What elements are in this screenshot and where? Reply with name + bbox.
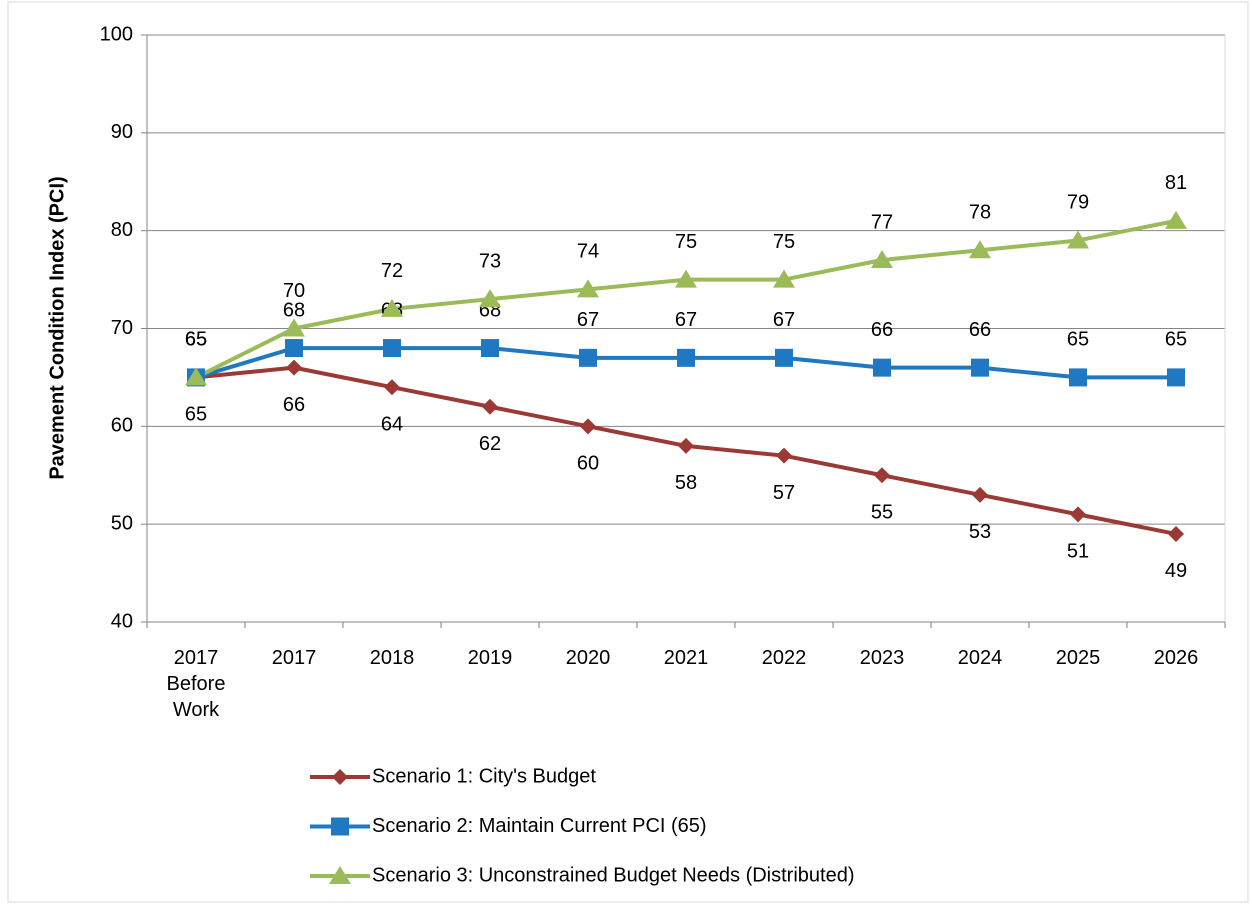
data-label: 62: [479, 433, 501, 455]
data-label: 65: [185, 404, 207, 426]
marker: [871, 250, 893, 269]
marker: [285, 339, 303, 358]
x-tick-label: 2020: [565, 647, 611, 669]
marker: [577, 279, 599, 298]
data-label: 58: [675, 472, 697, 494]
y-tick-label: 100: [100, 23, 133, 45]
x-tick-label: 2022: [761, 647, 807, 669]
marker: [776, 447, 792, 464]
data-label: 74: [577, 241, 599, 263]
marker: [185, 367, 207, 386]
data-label: 68: [283, 299, 305, 321]
y-tick-label: 50: [111, 512, 133, 534]
data-label: 67: [773, 309, 795, 331]
x-tick-label: 2023: [859, 647, 905, 669]
data-label: 66: [283, 394, 305, 416]
marker: [969, 240, 991, 259]
data-label: 65: [1165, 329, 1187, 351]
marker: [580, 418, 596, 435]
data-label: 49: [1165, 560, 1187, 582]
marker: [332, 769, 348, 785]
data-label: 67: [675, 309, 697, 331]
data-label: 66: [969, 319, 991, 341]
marker: [1070, 506, 1086, 523]
marker: [329, 866, 351, 884]
data-label: 66: [871, 319, 893, 341]
y-tick-label: 70: [111, 317, 133, 339]
marker: [479, 289, 501, 308]
marker: [381, 298, 403, 317]
y-tick-label: 40: [111, 610, 133, 632]
marker: [283, 318, 305, 337]
legend-label: Scenario 1: City's Budget: [372, 765, 596, 787]
y-tick-label: 60: [111, 415, 133, 437]
marker: [1067, 230, 1089, 249]
x-tick-label: 2021: [663, 647, 709, 669]
legend-label: Scenario 3: Unconstrained Budget Needs (…: [372, 864, 854, 886]
x-tick-label: 2024: [957, 647, 1003, 669]
marker: [972, 486, 988, 503]
marker: [773, 269, 795, 288]
data-label: 78: [969, 202, 991, 224]
x-tick-label: 2018: [369, 647, 415, 669]
data-label: 72: [381, 260, 403, 282]
data-label: 70: [283, 280, 305, 302]
data-label: 73: [479, 250, 501, 272]
chart-border: [7, 1, 1249, 903]
data-label: 65: [185, 329, 207, 351]
y-axis-label: Pavement Condition Index (PCI): [46, 176, 68, 479]
y-tick-label: 80: [111, 219, 133, 241]
marker: [1167, 368, 1185, 387]
data-label: 51: [1067, 541, 1089, 563]
marker: [481, 339, 499, 358]
data-label: 67: [577, 309, 599, 331]
legend-label: Scenario 2: Maintain Current PCI (65): [372, 815, 707, 837]
data-label: 65: [185, 329, 207, 351]
x-tick-label: 2026: [1153, 647, 1199, 669]
marker: [286, 359, 302, 376]
marker: [678, 437, 694, 454]
data-label: 75: [773, 231, 795, 253]
marker: [331, 817, 349, 836]
marker: [1165, 210, 1187, 229]
marker: [1168, 525, 1184, 542]
data-label: 81: [1165, 172, 1187, 194]
marker: [579, 348, 597, 367]
marker: [677, 348, 695, 367]
marker: [874, 467, 890, 484]
marker: [775, 348, 793, 367]
marker: [873, 358, 891, 377]
data-label: 57: [773, 482, 795, 504]
data-label: 60: [577, 453, 599, 475]
data-label: 64: [381, 413, 403, 435]
marker: [1069, 368, 1087, 387]
data-label: 75: [675, 231, 697, 253]
y-tick-label: 90: [111, 121, 133, 143]
data-label: 77: [871, 211, 893, 233]
x-tick-label: 2019: [467, 647, 513, 669]
marker: [384, 379, 400, 396]
x-tick-label: 2017 Before Work: [166, 647, 226, 721]
x-tick-label: 2025: [1055, 647, 1101, 669]
marker: [482, 398, 498, 415]
x-tick-label: 2017: [271, 647, 317, 669]
data-label: 55: [871, 502, 893, 524]
data-label: 79: [1067, 192, 1089, 214]
marker: [383, 339, 401, 358]
data-label: 65: [1067, 329, 1089, 351]
marker: [675, 269, 697, 288]
marker: [971, 358, 989, 377]
data-label: 53: [969, 521, 991, 543]
